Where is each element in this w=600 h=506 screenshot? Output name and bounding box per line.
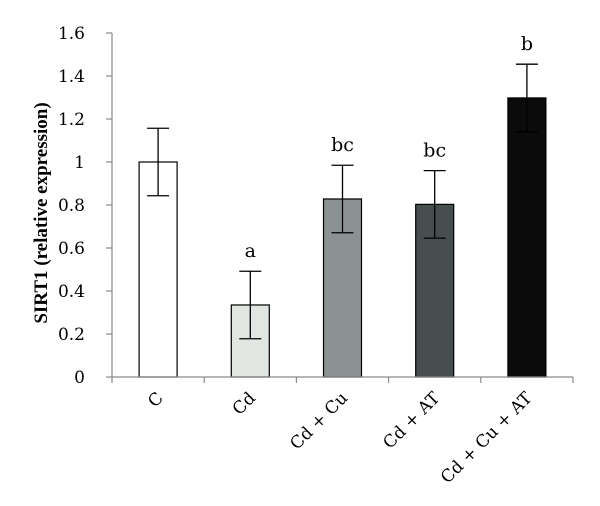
y-axis-label: SIRT1 (relative expression) <box>31 102 52 323</box>
error-bars-group <box>147 63 538 340</box>
x-category-label-1: Cd <box>229 388 260 419</box>
x-category-label-4: Cd + Cu + AT <box>437 388 537 488</box>
y-tick-label: 1 <box>74 153 85 173</box>
significance-label-3: bc <box>423 140 446 162</box>
y-tick-label: 0.2 <box>58 325 85 345</box>
x-category-label-0: C <box>144 388 167 411</box>
significance-labels-group: a bc bc b <box>245 33 533 262</box>
bar-4 <box>507 97 547 378</box>
y-axis-ticks: 0 0.2 0.4 0.6 0.8 1 1.2 1.4 1.6 <box>58 24 112 388</box>
y-tick-label: 0 <box>74 368 85 388</box>
y-tick-label: 0.8 <box>58 196 85 216</box>
y-tick-label: 0.4 <box>58 282 85 302</box>
x-category-label-3: Cd + AT <box>379 388 444 453</box>
bar-0 <box>138 161 178 378</box>
y-tick-label: 1.4 <box>58 67 85 87</box>
y-tick-label: 0.6 <box>58 239 85 259</box>
x-category-label-2: Cd + Cu <box>286 388 352 454</box>
significance-label-4: b <box>521 33 533 55</box>
y-tick-label: 1.2 <box>58 110 85 130</box>
y-tick-label: 1.6 <box>58 24 85 44</box>
significance-label-2: bc <box>331 134 354 156</box>
significance-label-1: a <box>245 240 256 262</box>
bars-group <box>138 97 547 378</box>
